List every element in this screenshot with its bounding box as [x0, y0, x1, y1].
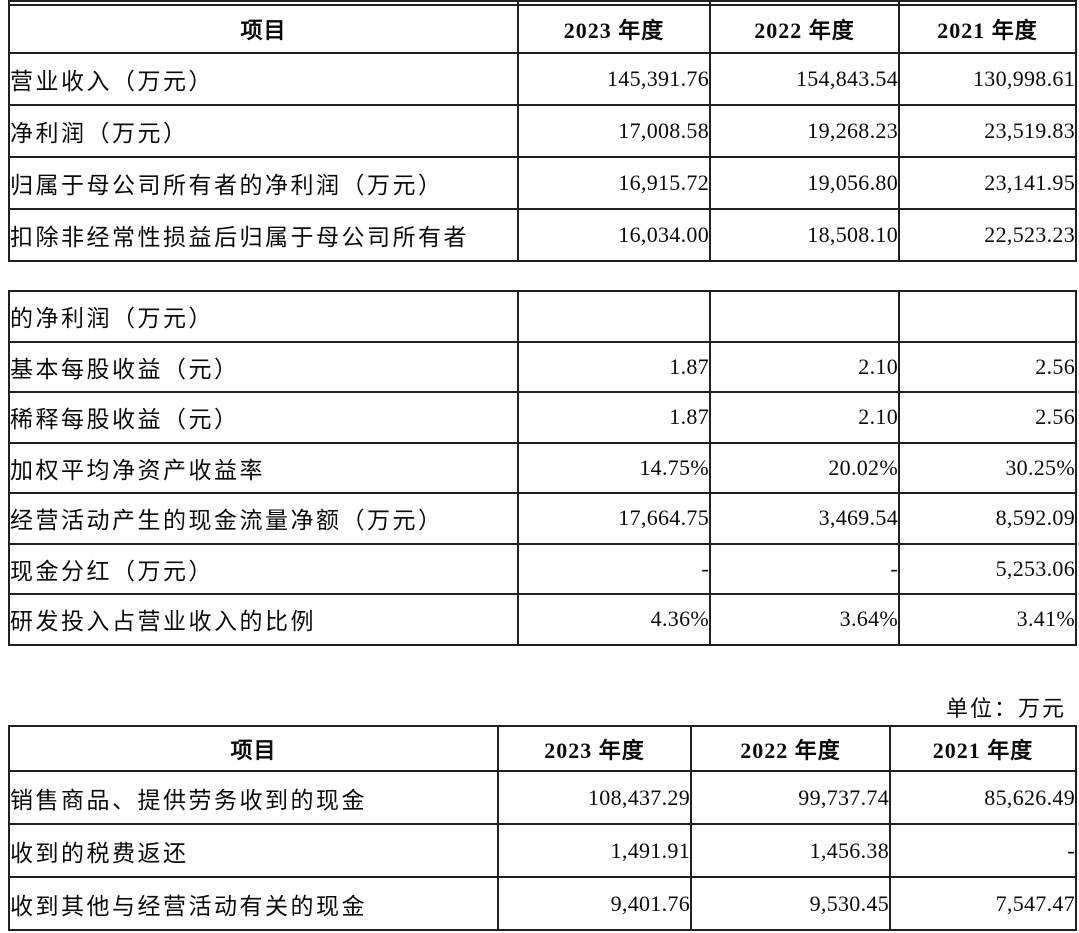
table-row: 扣除非经常性损益后归属于母公司所有者 16,034.00 18,508.10 2… — [8, 208, 1077, 262]
row-label: 净利润（万元） — [8, 104, 519, 158]
value-2023: 1,491.91 — [497, 823, 692, 878]
table-row: 经营活动产生的现金流量净额（万元） 17,664.75 3,469.54 8,5… — [8, 492, 1077, 545]
row-label: 扣除非经常性损益后归属于母公司所有者 — [8, 208, 519, 262]
row-label: 加权平均净资产收益率 — [8, 441, 519, 494]
value-2023: 17,664.75 — [517, 492, 711, 545]
value-2023: 16,034.00 — [517, 208, 711, 262]
column-header-2022: 2022 年度 — [690, 725, 891, 772]
value-2023: 1.87 — [517, 340, 711, 393]
row-label: 归属于母公司所有者的净利润（万元） — [8, 156, 519, 210]
table-row: 销售商品、提供劳务收到的现金 108,437.29 99,737.74 85,6… — [8, 770, 1077, 825]
value-2021: 2.56 — [898, 391, 1077, 444]
value-2022: 19,268.23 — [709, 104, 900, 158]
row-label: 研发投入占营业收入的比例 — [8, 593, 519, 646]
value-2023: 145,391.76 — [517, 52, 711, 106]
clipped-cell — [709, 0, 900, 6]
value-2022: 154,843.54 — [709, 52, 900, 106]
value-2022: 99,737.74 — [690, 770, 891, 825]
value-2023: 16,915.72 — [517, 156, 711, 210]
value-2021 — [898, 290, 1077, 343]
row-label: 基本每股收益（元） — [8, 340, 519, 393]
value-2022: 3,469.54 — [709, 492, 900, 545]
value-2023: 1.87 — [517, 391, 711, 444]
value-2022: 20.02% — [709, 441, 900, 494]
value-2021: 23,519.83 — [898, 104, 1077, 158]
column-header-2023: 2023 年度 — [497, 725, 692, 772]
row-label: 营业收入（万元） — [8, 52, 519, 106]
table-header-row: 项目 2023 年度 2022 年度 2021 年度 — [8, 725, 1077, 772]
clipped-cell — [898, 0, 1077, 6]
row-label: 收到其他与经营活动有关的现金 — [8, 876, 499, 931]
value-2022: 1,456.38 — [690, 823, 891, 878]
value-2021: 3.41% — [898, 593, 1077, 646]
column-header-2022: 2022 年度 — [709, 4, 900, 54]
value-2021: 7,547.47 — [889, 876, 1077, 931]
value-2023: - — [517, 542, 711, 595]
table-row: 的净利润（万元） — [8, 290, 1077, 343]
clipped-cell — [8, 0, 519, 6]
value-2021: 85,626.49 — [889, 770, 1077, 825]
row-label: 经营活动产生的现金流量净额（万元） — [8, 492, 519, 545]
value-2021: 2.56 — [898, 340, 1077, 393]
table-row: 稀释每股收益（元） 1.87 2.10 2.56 — [8, 391, 1077, 444]
value-2021: 22,523.23 — [898, 208, 1077, 262]
value-2022: 18,508.10 — [709, 208, 900, 262]
value-2021: 5,253.06 — [898, 542, 1077, 595]
value-2023: 108,437.29 — [497, 770, 692, 825]
table-row: 加权平均净资产收益率 14.75% 20.02% 30.25% — [8, 441, 1077, 494]
value-2023: 17,008.58 — [517, 104, 711, 158]
column-header-2021: 2021 年度 — [898, 4, 1077, 54]
table-row: 基本每股收益（元） 1.87 2.10 2.56 — [8, 340, 1077, 393]
table-row: 研发投入占营业收入的比例 4.36% 3.64% 3.41% — [8, 593, 1077, 646]
value-2022: 9,530.45 — [690, 876, 891, 931]
unit-label: 单位：万元 — [945, 696, 1066, 721]
value-2022: - — [709, 542, 900, 595]
financial-summary-table: 项目 2023 年度 2022 年度 2021 年度 营业收入（万元） 145,… — [8, 0, 1077, 262]
value-2022: 2.10 — [709, 391, 900, 444]
row-label: 稀释每股收益（元） — [8, 391, 519, 444]
value-2021: 23,141.95 — [898, 156, 1077, 210]
value-2021: 30.25% — [898, 441, 1077, 494]
column-header-item: 项目 — [8, 725, 499, 772]
column-header-2023: 2023 年度 — [517, 4, 711, 54]
value-2023: 14.75% — [517, 441, 711, 494]
row-label: 收到的税费返还 — [8, 823, 499, 878]
table-row: 营业收入（万元） 145,391.76 154,843.54 130,998.6… — [8, 52, 1077, 106]
clipped-row-sliver — [8, 0, 1077, 6]
table-row: 收到的税费返还 1,491.91 1,456.38 - — [8, 823, 1077, 878]
table-header-row: 项目 2023 年度 2022 年度 2021 年度 — [8, 4, 1077, 54]
clipped-cell — [517, 0, 711, 6]
table-row: 收到其他与经营活动有关的现金 9,401.76 9,530.45 7,547.4… — [8, 876, 1077, 931]
value-2023 — [517, 290, 711, 343]
value-2022 — [709, 290, 900, 343]
value-2021: 8,592.09 — [898, 492, 1077, 545]
column-header-item: 项目 — [8, 4, 519, 54]
row-label: 现金分红（万元） — [8, 542, 519, 595]
table-row: 净利润（万元） 17,008.58 19,268.23 23,519.83 — [8, 104, 1077, 158]
value-2022: 3.64% — [709, 593, 900, 646]
value-2023: 9,401.76 — [497, 876, 692, 931]
column-header-2021: 2021 年度 — [889, 725, 1077, 772]
row-label: 销售商品、提供劳务收到的现金 — [8, 770, 499, 825]
value-2021: - — [889, 823, 1077, 878]
value-2022: 19,056.80 — [709, 156, 900, 210]
table-row: 现金分红（万元） - - 5,253.06 — [8, 542, 1077, 595]
value-2023: 4.36% — [517, 593, 711, 646]
table-row: 归属于母公司所有者的净利润（万元） 16,915.72 19,056.80 23… — [8, 156, 1077, 210]
value-2022: 2.10 — [709, 340, 900, 393]
value-2021: 130,998.61 — [898, 52, 1077, 106]
cash-flow-table: 项目 2023 年度 2022 年度 2021 年度 销售商品、提供劳务收到的现… — [8, 725, 1077, 931]
financial-summary-table-continued: 的净利润（万元） 基本每股收益（元） 1.87 2.10 2.56 稀释每股收益… — [8, 290, 1077, 646]
row-label: 的净利润（万元） — [8, 290, 519, 343]
